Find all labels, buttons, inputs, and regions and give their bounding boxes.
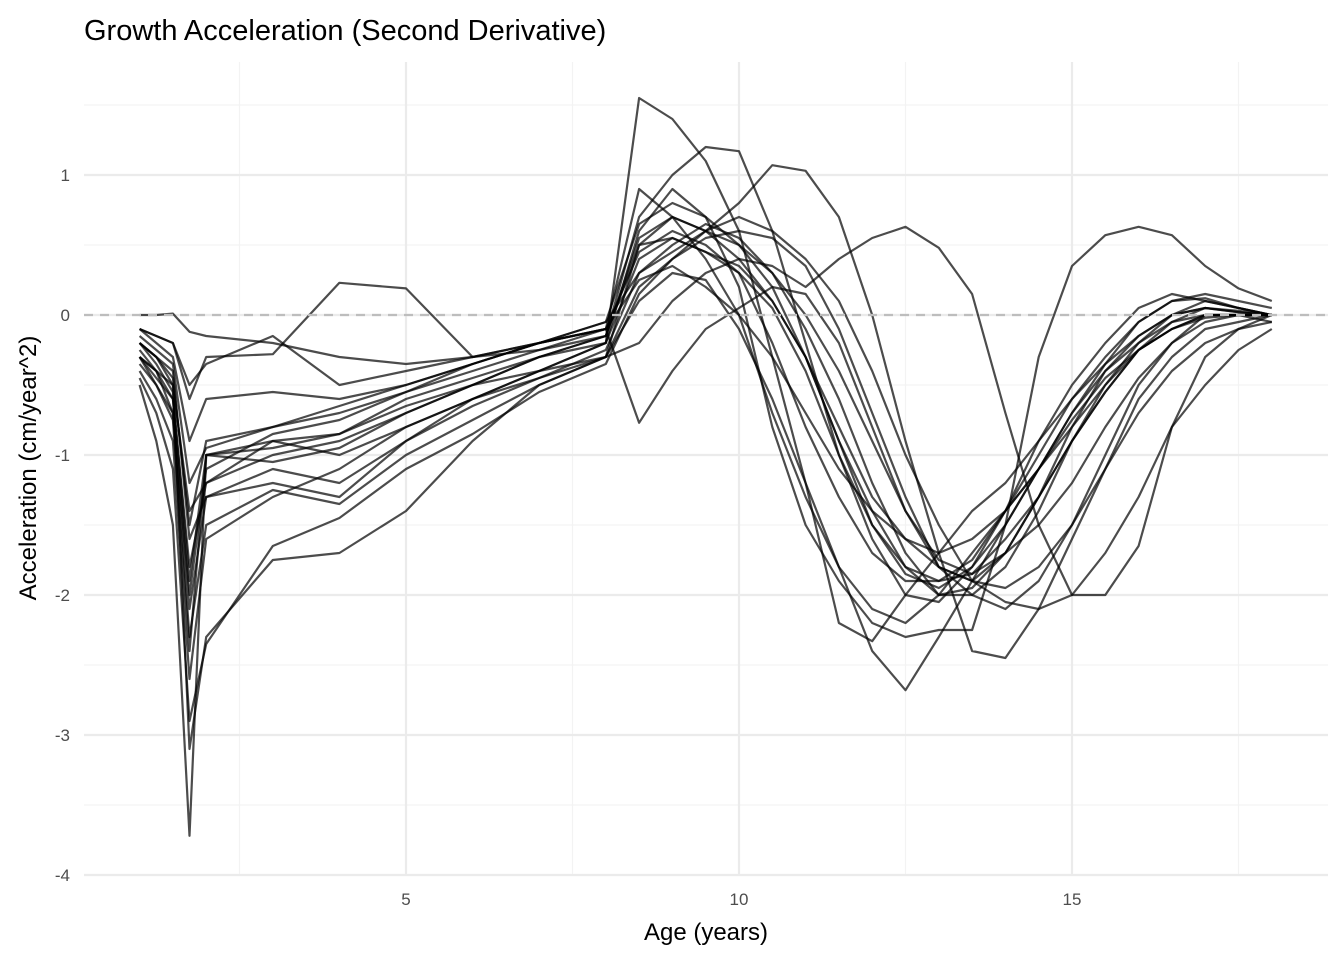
series-line-s7	[139, 229, 1272, 583]
y-tick-label: 0	[61, 306, 70, 325]
series-line-s15	[138, 264, 1272, 555]
series-line-s5	[138, 225, 1273, 597]
series-line-s6	[138, 187, 1273, 639]
series-lines	[138, 96, 1273, 837]
series-line-s16	[138, 215, 1273, 723]
y-tick-label: -1	[55, 446, 70, 465]
grid	[84, 62, 1328, 877]
series-line-s17	[138, 201, 1273, 590]
chart-title: Growth Acceleration (Second Derivative)	[84, 15, 606, 47]
series-line-s8	[139, 187, 1272, 625]
x-axis-label: Age (years)	[644, 919, 768, 946]
x-tick-label: 5	[401, 890, 410, 909]
series-line-s14	[138, 222, 1272, 611]
y-tick-label: -4	[55, 866, 70, 885]
x-tick-label: 10	[730, 890, 749, 909]
series-line-s18	[138, 236, 1273, 653]
y-tick-label: -2	[55, 586, 70, 605]
y-tick-label: 1	[61, 166, 70, 185]
y-axis-label: Acceleration (cm/year^2)	[15, 336, 42, 601]
series-line-s1	[138, 236, 1273, 837]
series-line-s2	[138, 215, 1273, 751]
y-tick-label: -3	[55, 726, 70, 745]
series-line-s12	[138, 271, 1273, 692]
series-line-s9	[138, 229, 1272, 681]
x-tick-label: 15	[1063, 890, 1082, 909]
